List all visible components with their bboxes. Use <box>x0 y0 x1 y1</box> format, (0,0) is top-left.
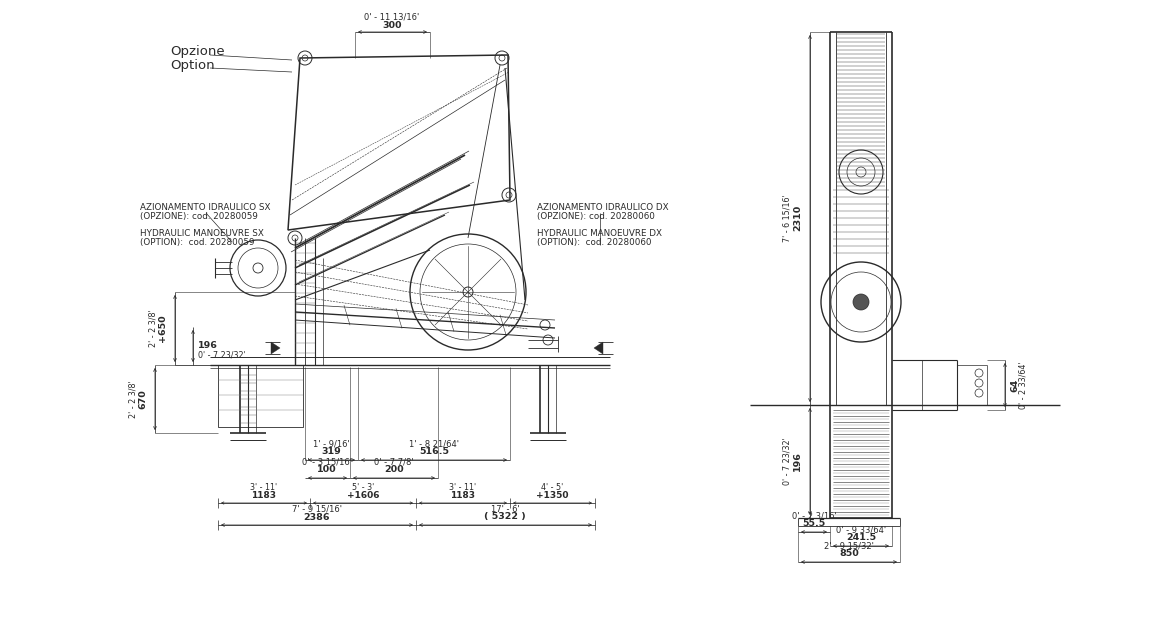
Text: +1350: +1350 <box>536 491 569 499</box>
Text: 2' - 2 3/8': 2' - 2 3/8' <box>129 380 137 418</box>
Text: Opzione: Opzione <box>170 46 225 58</box>
Text: 0' - 7 7/8': 0' - 7 7/8' <box>374 458 413 467</box>
Text: 4' - 5': 4' - 5' <box>541 482 563 491</box>
Circle shape <box>853 294 868 310</box>
Text: 0' - 2 3/16': 0' - 2 3/16' <box>792 511 836 520</box>
Text: AZIONAMENTO IDRAULICO SX: AZIONAMENTO IDRAULICO SX <box>140 203 271 213</box>
Text: 200: 200 <box>384 465 404 475</box>
Text: 2' - 9 15/32': 2' - 9 15/32' <box>824 541 874 551</box>
Polygon shape <box>594 342 603 354</box>
Text: 196: 196 <box>793 451 802 471</box>
Text: 1' - 8 21/64': 1' - 8 21/64' <box>409 439 459 449</box>
Text: 2310: 2310 <box>793 205 802 231</box>
Text: 0' - 3 15/16': 0' - 3 15/16' <box>302 458 352 467</box>
Text: 3' - 11': 3' - 11' <box>250 482 278 491</box>
Text: HYDRAULIC MANOEUVRE SX: HYDRAULIC MANOEUVRE SX <box>140 229 264 238</box>
Text: AZIONAMENTO IDRAULICO DX: AZIONAMENTO IDRAULICO DX <box>537 203 668 213</box>
Text: 850: 850 <box>840 549 859 558</box>
Text: 241.5: 241.5 <box>846 534 877 542</box>
Text: 0' - 11 13/16': 0' - 11 13/16' <box>365 13 419 22</box>
Text: 3' - 11': 3' - 11' <box>449 482 477 491</box>
Text: 319: 319 <box>321 448 340 456</box>
Text: 1' - 9/16': 1' - 9/16' <box>313 439 350 449</box>
Text: (OPTION):  cod. 20280060: (OPTION): cod. 20280060 <box>537 237 652 246</box>
Text: 670: 670 <box>138 389 147 409</box>
Text: 0' - 9 33/64': 0' - 9 33/64' <box>836 525 886 534</box>
Polygon shape <box>271 342 280 354</box>
Text: 0' - 7 23/32': 0' - 7 23/32' <box>783 437 792 485</box>
Text: Option: Option <box>170 60 214 73</box>
Text: 0' - 2 33/64': 0' - 2 33/64' <box>1019 361 1028 409</box>
Text: 300: 300 <box>382 20 402 30</box>
Bar <box>218 365 303 427</box>
Text: 5' - 3': 5' - 3' <box>352 482 374 491</box>
Text: (OPZIONE): cod. 20280059: (OPZIONE): cod. 20280059 <box>140 212 258 221</box>
Text: 2386: 2386 <box>303 513 330 522</box>
Text: HYDRAULIC MANOEUVRE DX: HYDRAULIC MANOEUVRE DX <box>537 229 662 238</box>
Text: +650: +650 <box>157 314 167 342</box>
Text: ( 5322 ): ( 5322 ) <box>484 513 526 522</box>
Text: 1183: 1183 <box>251 491 277 499</box>
Text: 100: 100 <box>317 465 337 475</box>
Text: 196: 196 <box>198 341 218 351</box>
Text: 0' - 7 23/32': 0' - 7 23/32' <box>198 351 245 360</box>
Text: 1183: 1183 <box>450 491 476 499</box>
Text: 516.5: 516.5 <box>419 448 449 456</box>
Text: (OPZIONE): cod. 20280060: (OPZIONE): cod. 20280060 <box>537 212 655 221</box>
Text: 7' - 6 15/16': 7' - 6 15/16' <box>783 194 792 242</box>
Text: 17' - 6': 17' - 6' <box>491 505 520 513</box>
Text: 7' - 9 15/16': 7' - 9 15/16' <box>292 505 342 513</box>
Text: 2' - 2 3/8': 2' - 2 3/8' <box>148 309 157 347</box>
Text: 64: 64 <box>1010 379 1019 392</box>
Text: 55.5: 55.5 <box>802 520 826 529</box>
Text: (OPTION):  cod. 20280059: (OPTION): cod. 20280059 <box>140 237 255 246</box>
Text: +1606: +1606 <box>346 491 380 499</box>
